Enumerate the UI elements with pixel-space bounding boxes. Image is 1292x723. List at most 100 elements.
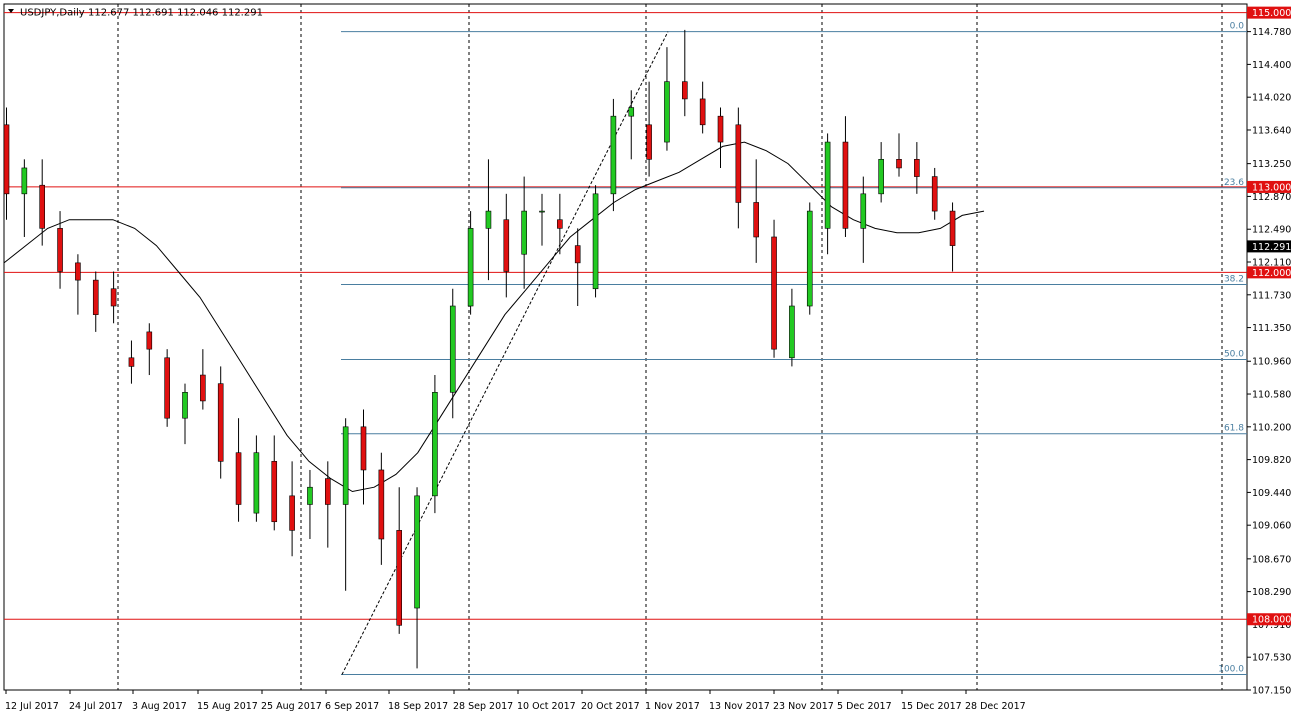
candle bbox=[217, 366, 224, 479]
x-tick-label: 3 Aug 2017 bbox=[132, 701, 187, 712]
candle-body bbox=[182, 392, 188, 419]
candle bbox=[699, 81, 706, 134]
candle bbox=[842, 116, 849, 237]
candle-body bbox=[539, 210, 545, 213]
fib-trendline bbox=[341, 31, 669, 675]
y-tick-label: 108.290 bbox=[1252, 587, 1291, 598]
price-level-badge-label: 115.000 bbox=[1252, 8, 1291, 19]
candle bbox=[592, 185, 599, 298]
candle-body bbox=[931, 176, 938, 212]
candle bbox=[949, 202, 956, 272]
candle-body bbox=[628, 107, 635, 117]
candle-body bbox=[681, 81, 688, 100]
candle-body bbox=[789, 305, 795, 359]
x-tick-label: 15 Dec 2017 bbox=[901, 701, 962, 712]
candle-body bbox=[503, 219, 510, 272]
candle-body bbox=[753, 202, 760, 238]
plot-frame bbox=[3, 3, 1248, 691]
candle-body bbox=[253, 452, 260, 514]
candle-body bbox=[235, 452, 242, 505]
candle-body bbox=[360, 426, 367, 471]
candle-body bbox=[574, 245, 581, 264]
candle-body bbox=[92, 279, 99, 315]
candle bbox=[57, 211, 63, 289]
candle-body bbox=[717, 115, 724, 143]
candle bbox=[896, 133, 902, 177]
fib-level-label: 23.6 bbox=[1224, 178, 1244, 188]
candle-body bbox=[378, 469, 385, 540]
candle bbox=[664, 47, 670, 151]
x-tick-label: 28 Sep 2017 bbox=[453, 701, 513, 712]
x-tick-label: 10 Oct 2017 bbox=[517, 701, 576, 712]
candle bbox=[789, 288, 795, 367]
candle-body bbox=[735, 124, 742, 203]
candle bbox=[3, 107, 10, 220]
candle bbox=[342, 418, 349, 591]
candle-body bbox=[128, 357, 135, 367]
candle bbox=[449, 288, 456, 419]
y-tick-label: 110.580 bbox=[1252, 390, 1291, 401]
candle-body bbox=[432, 392, 438, 497]
y-tick-label: 112.110 bbox=[1252, 258, 1291, 269]
y-tick-label: 111.730 bbox=[1252, 290, 1291, 301]
candle bbox=[253, 435, 260, 522]
y-tick-label: 107.530 bbox=[1252, 653, 1291, 664]
candle-body bbox=[3, 124, 10, 195]
candle-body bbox=[467, 228, 474, 307]
candle bbox=[610, 98, 617, 212]
y-tick-label: 112.490 bbox=[1252, 225, 1291, 236]
candle bbox=[717, 107, 724, 168]
candle-body bbox=[664, 81, 670, 143]
candle bbox=[485, 159, 492, 281]
candle-body bbox=[646, 124, 652, 160]
candle-body bbox=[110, 288, 117, 307]
x-tick-label: 20 Oct 2017 bbox=[581, 701, 640, 712]
candle-body bbox=[842, 141, 849, 229]
current-price-label: 112.291 bbox=[1252, 242, 1291, 253]
candle-body bbox=[878, 159, 884, 195]
candle bbox=[806, 202, 813, 315]
candle-body bbox=[217, 383, 224, 462]
y-tick-label: 108.670 bbox=[1252, 554, 1291, 565]
y-tick-label: 110.200 bbox=[1252, 422, 1291, 433]
candle-body bbox=[396, 530, 403, 626]
candle bbox=[931, 167, 938, 220]
candle bbox=[681, 29, 688, 117]
candle bbox=[878, 142, 884, 203]
candle bbox=[432, 375, 438, 514]
y-tick-label: 114.780 bbox=[1252, 27, 1291, 38]
y-tick-label: 114.400 bbox=[1252, 60, 1291, 71]
candle bbox=[771, 219, 777, 358]
y-tick-label: 114.020 bbox=[1252, 93, 1291, 104]
candle bbox=[414, 487, 420, 669]
candle bbox=[646, 81, 652, 177]
candle bbox=[914, 142, 920, 194]
fib-level-label: 100.0 bbox=[1218, 664, 1244, 674]
candle bbox=[539, 193, 545, 246]
candle bbox=[467, 211, 474, 315]
dropdown-triangle-icon[interactable] bbox=[8, 9, 14, 13]
candle bbox=[378, 452, 385, 565]
y-tick-label: 107.150 bbox=[1252, 686, 1291, 697]
ohlc-readout: 112.677 112.691 112.046 112.291 bbox=[88, 8, 263, 19]
price-level-badge-label: 112.000 bbox=[1252, 268, 1291, 279]
candle bbox=[271, 435, 278, 531]
candle bbox=[146, 323, 153, 376]
y-tick-label: 109.060 bbox=[1252, 521, 1291, 532]
x-tick-label: 18 Sep 2017 bbox=[388, 701, 448, 712]
moving-average-line bbox=[3, 141, 985, 493]
candle-body bbox=[592, 193, 599, 290]
x-tick-label: 28 Dec 2017 bbox=[965, 701, 1026, 712]
candle-body bbox=[324, 478, 331, 505]
y-tick-label: 109.820 bbox=[1252, 455, 1291, 466]
candle bbox=[164, 349, 170, 427]
candle-body bbox=[699, 98, 706, 126]
candle bbox=[39, 159, 46, 246]
candle bbox=[200, 349, 206, 410]
x-tick-label: 23 Nov 2017 bbox=[773, 701, 834, 712]
candle bbox=[396, 487, 403, 634]
symbol-label: USDJPY,Daily bbox=[20, 8, 85, 19]
price-level-badge bbox=[1247, 266, 1291, 279]
candle-body bbox=[57, 228, 63, 272]
